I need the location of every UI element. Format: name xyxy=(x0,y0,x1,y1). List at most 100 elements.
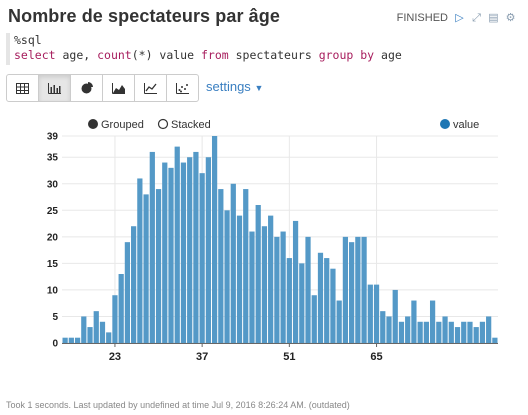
settings-dropdown[interactable]: settings ▼ xyxy=(206,79,263,94)
bar[interactable] xyxy=(486,316,492,343)
bar[interactable] xyxy=(336,300,342,343)
bar[interactable] xyxy=(423,321,429,343)
bar[interactable] xyxy=(87,327,93,343)
bar[interactable] xyxy=(106,332,112,343)
bar[interactable] xyxy=(286,258,292,343)
x-tick-label: 51 xyxy=(283,351,295,363)
bar[interactable] xyxy=(74,337,81,343)
bar[interactable] xyxy=(405,316,411,343)
bar[interactable] xyxy=(355,236,361,343)
bar[interactable] xyxy=(274,236,280,343)
bar[interactable] xyxy=(479,321,486,343)
bar[interactable] xyxy=(292,220,299,343)
bar[interactable] xyxy=(349,242,355,343)
bar[interactable] xyxy=(162,162,168,343)
bar[interactable] xyxy=(361,236,367,343)
line-chart-button[interactable] xyxy=(134,74,167,102)
bar[interactable] xyxy=(255,205,261,343)
y-tick-label: 20 xyxy=(47,232,59,243)
run-icon[interactable]: ▷ xyxy=(455,11,464,24)
bar[interactable] xyxy=(280,231,286,343)
gear-icon[interactable]: ⚙ xyxy=(505,11,516,24)
code-token: from xyxy=(200,48,229,62)
bar[interactable] xyxy=(218,189,224,343)
bar[interactable] xyxy=(224,210,230,343)
y-tick-label: 5 xyxy=(52,312,58,323)
legend-stacked-label: Stacked xyxy=(171,119,211,131)
bar[interactable] xyxy=(305,236,311,343)
bar[interactable] xyxy=(62,337,68,343)
bar[interactable] xyxy=(311,295,317,343)
bar[interactable] xyxy=(392,289,398,343)
bar[interactable] xyxy=(168,167,174,343)
bar[interactable] xyxy=(398,321,405,343)
bar[interactable] xyxy=(211,136,218,343)
bar[interactable] xyxy=(373,284,380,343)
bar[interactable] xyxy=(417,321,423,343)
x-tick-label: 65 xyxy=(370,351,382,363)
bar[interactable] xyxy=(193,151,199,343)
bar[interactable] xyxy=(386,316,392,343)
area-chart-button[interactable] xyxy=(102,74,135,102)
bar[interactable] xyxy=(261,226,268,343)
scatter-chart-button[interactable] xyxy=(166,74,199,102)
bar[interactable] xyxy=(149,151,155,343)
bar[interactable] xyxy=(137,178,143,343)
bar[interactable] xyxy=(155,189,162,343)
bar[interactable] xyxy=(429,300,436,343)
bar[interactable] xyxy=(330,268,336,343)
bar[interactable] xyxy=(380,311,386,343)
bar[interactable] xyxy=(124,242,131,343)
bar[interactable] xyxy=(249,231,255,343)
bar[interactable] xyxy=(199,173,205,343)
bar[interactable] xyxy=(112,295,118,343)
code-editor[interactable]: %sql select age, count(*) value from spe… xyxy=(6,33,522,65)
bar[interactable] xyxy=(99,321,106,343)
bar[interactable] xyxy=(299,263,305,343)
bar[interactable] xyxy=(131,226,137,343)
bar[interactable] xyxy=(93,311,99,343)
bar[interactable] xyxy=(436,321,442,343)
legend-grouped-label: Grouped xyxy=(101,119,144,131)
legend-series-value[interactable]: value xyxy=(440,119,479,131)
bar[interactable] xyxy=(180,162,187,343)
bar[interactable] xyxy=(467,321,473,343)
bar[interactable] xyxy=(243,189,249,343)
bar[interactable] xyxy=(473,327,479,343)
code-token: select xyxy=(14,48,56,62)
bar[interactable] xyxy=(236,215,243,343)
status-label: FINISHED xyxy=(396,12,448,24)
bar[interactable] xyxy=(442,316,448,343)
bar[interactable] xyxy=(118,274,124,343)
bar[interactable] xyxy=(268,215,274,343)
bar-chart-button[interactable] xyxy=(38,74,71,102)
expand-icon[interactable]: ⤢ xyxy=(472,11,481,24)
visualization-toolbar xyxy=(6,74,199,102)
bar[interactable] xyxy=(448,321,454,343)
bar[interactable] xyxy=(342,236,349,343)
legend-series-label: value xyxy=(453,119,479,131)
table-view-button[interactable] xyxy=(6,74,39,102)
bar[interactable] xyxy=(81,316,87,343)
bar[interactable] xyxy=(317,252,324,343)
bar[interactable] xyxy=(205,157,211,343)
legend-grouped[interactable]: Grouped xyxy=(88,119,144,131)
pie-chart-button[interactable] xyxy=(70,74,103,102)
code-token: by xyxy=(360,48,375,62)
legend-stacked[interactable]: Stacked xyxy=(157,118,211,131)
y-tick-label: 35 xyxy=(47,153,59,164)
bar[interactable] xyxy=(143,194,149,343)
bar[interactable] xyxy=(492,337,498,343)
bar[interactable] xyxy=(411,300,417,343)
bar[interactable] xyxy=(461,321,467,343)
bar[interactable] xyxy=(230,183,236,343)
bar[interactable] xyxy=(324,258,330,343)
bar[interactable] xyxy=(367,284,373,343)
book-icon[interactable]: ▤ xyxy=(488,11,499,24)
series-dot-icon xyxy=(440,119,450,129)
bar[interactable] xyxy=(454,327,461,343)
bar[interactable] xyxy=(68,337,74,343)
bar[interactable] xyxy=(187,157,193,343)
table-icon xyxy=(16,82,29,94)
bar[interactable] xyxy=(174,146,180,343)
